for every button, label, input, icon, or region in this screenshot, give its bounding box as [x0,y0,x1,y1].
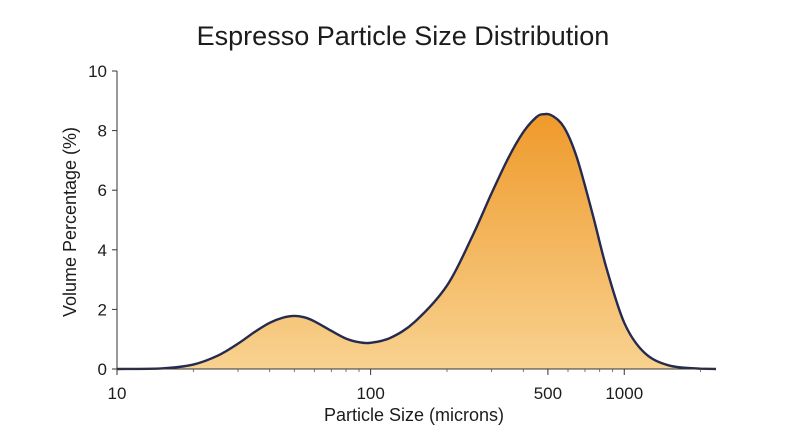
distribution-line [116,112,717,371]
x-axis-label: Particle Size (microns) [324,405,504,425]
x-tick-label: 1000 [605,384,643,403]
y-tick-label: 10 [88,62,107,81]
y-tick-label: 8 [98,122,107,141]
plot-area [116,112,717,371]
y-tick-label: 6 [98,181,107,200]
distribution-area [117,113,716,369]
y-axis-label: Volume Percentage (%) [60,127,80,317]
x-tick-label: 100 [356,384,384,403]
chart-title: Espresso Particle Size Distribution [197,21,610,51]
x-tick-label: 500 [534,384,562,403]
y-tick-label: 2 [98,300,107,319]
x-axis-ticks: 10 100 500 1000 [108,369,702,403]
y-tick-label: 4 [98,241,107,260]
y-axis-ticks: 0 2 4 6 8 10 [88,62,117,379]
y-tick-label: 0 [98,360,107,379]
x-tick-label: 10 [108,384,127,403]
